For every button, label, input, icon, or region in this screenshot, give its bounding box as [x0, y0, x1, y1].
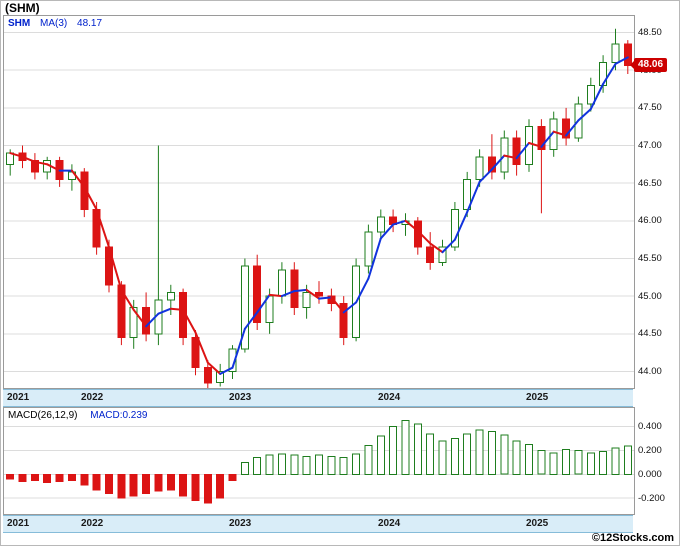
year-label: 2023	[229, 392, 252, 403]
year-label: 2024	[378, 518, 401, 529]
page-title: (SHM)	[5, 1, 40, 15]
last-price-tag: 48.06	[634, 58, 668, 72]
macd-legend-label: MACD(26,12,9)	[8, 410, 78, 421]
price-axis-tick: 45.00	[638, 291, 662, 302]
year-label: 2021	[7, 518, 30, 529]
price-axis-tick: 48.50	[638, 27, 662, 38]
macd-axis-tick: 0.400	[638, 421, 662, 432]
legend-symbol: SHM	[8, 18, 31, 29]
price-y-axis: 48.06 48.5048.0047.5047.0046.5046.0045.5…	[634, 16, 679, 388]
macd-legend: MACD(26,12,9) MACD:0.239	[8, 410, 148, 421]
macd-histogram-plot	[4, 420, 634, 504]
year-label: 2023	[229, 518, 252, 529]
price-axis-tick: 44.50	[638, 328, 662, 339]
price-axis-tick: 44.00	[638, 366, 662, 377]
macd-axis-tick: -0.200	[638, 493, 665, 504]
price-legend: SHM MA(3) 48.17	[8, 18, 109, 29]
price-axis-tick: 47.50	[638, 102, 662, 113]
x-axis-years-bottom: 2021 2022 2023 2024 2025	[3, 515, 633, 533]
macd-axis-tick: 0.000	[638, 469, 662, 480]
watermark: ©12Stocks.com	[591, 532, 674, 544]
legend-ma-label: MA(3)	[40, 18, 68, 29]
macd-chart-panel: MACD(26,12,9) MACD:0.239	[3, 407, 635, 515]
candlestick-plot	[4, 28, 634, 388]
price-axis-tick: 45.50	[638, 253, 662, 264]
price-axis-tick: 46.50	[638, 178, 662, 189]
year-label: 2024	[378, 392, 401, 403]
macd-y-axis: 0.400 0.200 0.000 -0.200	[638, 408, 679, 514]
macd-axis-tick: 0.200	[638, 445, 662, 456]
year-label: 2025	[526, 392, 549, 403]
year-label: 2025	[526, 518, 549, 529]
price-chart-panel: SHM MA(3) 48.17	[3, 15, 635, 389]
year-label: 2021	[7, 392, 30, 403]
year-label: 2022	[81, 518, 104, 529]
x-axis-years-top: 2021 2022 2023 2024 2025	[3, 389, 633, 407]
price-axis-tick: 46.00	[638, 215, 662, 226]
year-label: 2022	[81, 392, 104, 403]
macd-legend-value: MACD:0.239	[90, 410, 148, 421]
legend-ma-value: 48.17	[77, 18, 103, 29]
price-axis-tick: 47.00	[638, 140, 662, 151]
